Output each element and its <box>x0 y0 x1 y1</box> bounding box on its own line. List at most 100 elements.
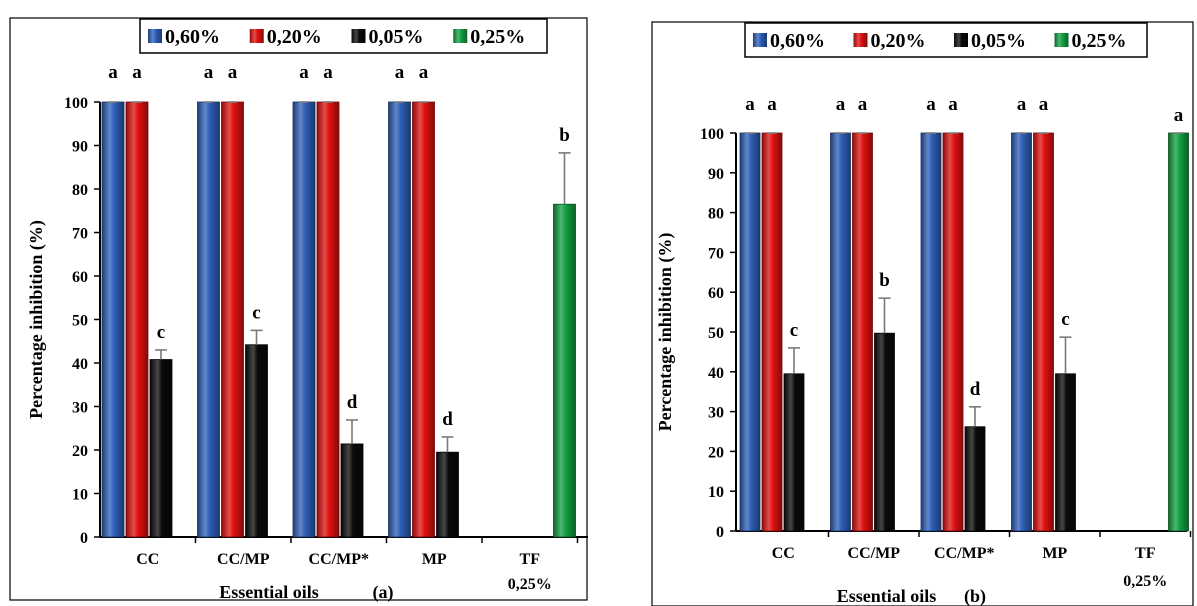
x-tick-label: CC/MP <box>217 551 270 568</box>
significance-letter: a <box>228 62 238 83</box>
significance-letter: d <box>347 392 358 413</box>
legend-swatch <box>351 29 366 43</box>
significance-letter: a <box>858 94 868 115</box>
legend-box <box>744 22 1148 58</box>
bar-3-2 <box>436 451 459 538</box>
chart-panel-b: 0,60% 0,20% 0,05% 0,25% 0 10 20 30 40 50 60 70 80 90 1… <box>600 0 1197 606</box>
chart-a-svg: 0,60% 0,20% 0,05% 0,25% 0 10 20 30 40 50 60 70 80 90 1… <box>9 17 588 603</box>
legend-swatch <box>853 33 868 47</box>
bar-2-0 <box>292 101 316 538</box>
significance-letter: a <box>204 62 214 83</box>
y-tick-label: 30 <box>72 400 88 417</box>
x-tick-label: CC <box>772 545 795 562</box>
y-tick-label: 90 <box>708 166 724 183</box>
significance-letter: a <box>1017 94 1027 115</box>
y-tick-label: 80 <box>72 182 88 199</box>
y-tick-label: 80 <box>708 206 724 223</box>
legend-label: 0,60% <box>165 26 220 48</box>
legend-label: 0,20% <box>871 30 926 52</box>
bar-0-1 <box>761 132 783 532</box>
bar-2-1 <box>316 101 340 538</box>
significance-letter: a <box>1174 105 1184 126</box>
y-tick-label: 100 <box>64 95 88 112</box>
significance-letter: a <box>395 62 405 83</box>
y-axis-title: Percentage inhibition (%) <box>26 220 47 419</box>
significance-letter: c <box>1061 309 1069 330</box>
y-tick-label: 60 <box>708 285 724 302</box>
bar-0-2 <box>149 359 173 538</box>
bar-2-2 <box>964 426 986 532</box>
bar-2-2 <box>340 443 364 538</box>
significance-letter: b <box>559 125 570 146</box>
significance-letter: b <box>879 270 890 291</box>
bar-3-0 <box>388 101 411 538</box>
chart-frame <box>9 17 588 601</box>
x-tick-label: CC/MP* <box>309 551 369 568</box>
significance-letter: a <box>108 62 118 83</box>
significance-letter: a <box>419 62 429 83</box>
significance-letter: a <box>132 62 142 83</box>
significance-letter: a <box>299 62 309 83</box>
legend-swatch <box>453 29 468 43</box>
y-tick-label: 10 <box>708 484 724 501</box>
y-tick-label: 10 <box>72 487 88 504</box>
x-tick-label: TF <box>1135 545 1156 562</box>
y-tick-label: 20 <box>72 443 88 460</box>
significance-letter: a <box>745 94 755 115</box>
legend-swatch <box>1054 33 1069 47</box>
chart-b-svg: 0,60% 0,20% 0,05% 0,25% 0 10 20 30 40 50 60 70 80 90 1… <box>651 21 1194 606</box>
y-tick-label: 60 <box>72 269 88 286</box>
y-tick-label: 70 <box>708 245 724 262</box>
legend-swatch <box>954 33 968 47</box>
significance-letter: c <box>252 302 260 323</box>
y-tick-label: 40 <box>708 365 724 382</box>
x-tick-label-line2: 0,25% <box>1123 573 1167 590</box>
bar-2-0 <box>920 132 942 532</box>
y-tick-label: 20 <box>708 444 724 461</box>
bar-0-0 <box>101 101 125 538</box>
bar-3-0 <box>1011 132 1032 532</box>
y-tick-label: 40 <box>72 356 88 373</box>
x-tick-label: MP <box>1042 545 1067 562</box>
significance-letter: d <box>970 379 981 400</box>
bar-3-1 <box>412 101 435 538</box>
y-tick-label: 50 <box>72 313 88 330</box>
legend-box <box>139 18 548 54</box>
x-tick-label: TF <box>520 551 541 568</box>
chart-frame <box>651 21 1194 606</box>
bar-1-1 <box>221 101 244 538</box>
y-axis-title: Percentage inhibition (%) <box>655 233 676 432</box>
y-tick-label: 90 <box>72 139 88 156</box>
y-tick-label: 30 <box>708 405 724 422</box>
legend-label: 0,25% <box>470 26 525 48</box>
bar-1-0 <box>197 101 220 538</box>
y-tick-label: 0 <box>80 530 88 547</box>
x-tick-label: MP <box>422 551 447 568</box>
x-tick-label: CC <box>136 551 159 568</box>
significance-letter: a <box>948 94 958 115</box>
chart-panel-a: 0,60% 0,20% 0,05% 0,25% 0 10 20 30 40 50 60 70 80 90 1… <box>9 17 588 603</box>
significance-letter: a <box>836 94 846 115</box>
significance-letter: d <box>442 409 453 430</box>
legend-swatch <box>249 29 264 43</box>
bar-0-0 <box>739 132 761 532</box>
legend-swatch <box>148 29 162 43</box>
significance-letter: a <box>926 94 936 115</box>
panel-label: (a) <box>373 582 394 603</box>
bar-3-1 <box>1033 132 1054 532</box>
y-tick-label: 70 <box>72 226 88 243</box>
significance-letter: c <box>790 320 798 341</box>
x-tick-label: CC/MP <box>848 545 901 562</box>
legend-label: 0,05% <box>369 26 424 48</box>
y-tick-label: 50 <box>708 325 724 342</box>
x-axis-title: Essential oils <box>837 586 937 606</box>
bar-1-1 <box>852 132 873 532</box>
bar-1-2 <box>245 344 268 538</box>
x-tick-label-line2: 0,25% <box>508 576 552 593</box>
y-tick-label: 100 <box>700 126 724 143</box>
bar-2-1 <box>942 132 964 532</box>
x-axis-title: Essential oils <box>219 582 319 602</box>
legend-label: 0,20% <box>267 26 322 48</box>
bar-4-3 <box>553 203 576 538</box>
bar-0-1 <box>125 101 149 538</box>
